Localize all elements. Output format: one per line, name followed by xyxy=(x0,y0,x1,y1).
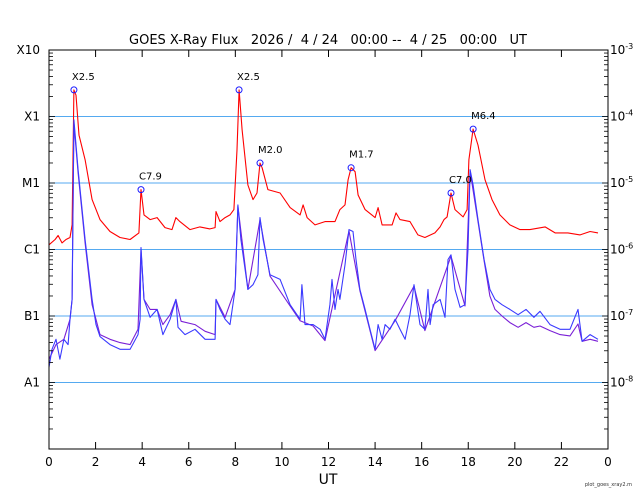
x-tick-label: 8 xyxy=(232,455,240,469)
series-line-xrs-short xyxy=(48,119,599,368)
y-tick-label-left: C1 xyxy=(24,243,40,257)
y-tick-label-right: 10-6 xyxy=(610,242,633,257)
series-line-xrs-short-secondary xyxy=(48,122,599,360)
flare-peak-marker xyxy=(469,125,477,133)
flare-peak-marker xyxy=(235,86,243,94)
x-axis-label: UT xyxy=(319,472,338,488)
y-tick-exponent: -8 xyxy=(625,375,633,384)
y-tick-exponent: -7 xyxy=(625,308,633,317)
y-tick-exponent: -6 xyxy=(625,242,633,251)
flare-peak-marker xyxy=(137,186,145,194)
x-tick-label: 14 xyxy=(367,455,382,469)
flare-class-label: M2.0 xyxy=(258,145,283,156)
y-tick-label-right: 10-4 xyxy=(610,109,633,124)
flare-annotations: X2.5 C7.9 X2.5 M2.0 M1.7 C7.0 M6.4 xyxy=(70,72,496,197)
x-tick-label: 0 xyxy=(604,455,612,469)
y-tick-exponent: -5 xyxy=(625,175,633,184)
chart-title: GOES X-Ray Flux 2026 / 4 / 24 00:00 -- 4… xyxy=(129,33,527,48)
flare-peak-marker xyxy=(256,159,264,167)
y-tick-label-left: B1 xyxy=(24,309,40,323)
x-tick-label: 6 xyxy=(185,455,193,469)
y-tick-exponent: -4 xyxy=(625,109,633,118)
x-tick-label: 0 xyxy=(45,455,53,469)
x-tick-label: 2 xyxy=(92,455,100,469)
gridlines xyxy=(49,116,608,383)
footer-filename: plot_goes_xray2.m xyxy=(585,482,632,488)
y-tick-label-left: M1 xyxy=(22,176,40,190)
flare-class-label: X2.5 xyxy=(237,72,260,83)
flare-class-label: X2.5 xyxy=(72,72,95,83)
x-tick-label: 4 xyxy=(138,455,146,469)
x-tick-label: 20 xyxy=(507,455,522,469)
x-tick-label: 22 xyxy=(554,455,569,469)
y-tick-label-right: 10-7 xyxy=(610,308,633,323)
x-tick-label: 10 xyxy=(274,455,289,469)
flare-class-label: C7.9 xyxy=(139,172,162,183)
y-tick-label-left: X1 xyxy=(24,110,40,124)
y-tick-label-right: 10-8 xyxy=(610,375,633,390)
y-tick-base: 10 xyxy=(610,309,625,323)
y-tick-base: 10 xyxy=(610,43,625,57)
y-tick-label-right: 10-5 xyxy=(610,175,633,190)
series-line-xrs-long xyxy=(48,89,599,246)
x-tick-label: 16 xyxy=(414,455,429,469)
y-tick-exponent: -3 xyxy=(625,42,633,51)
series-group xyxy=(48,89,599,368)
y-tick-label-left: X10 xyxy=(17,43,41,57)
flare-peak-marker xyxy=(70,86,78,94)
axes: 0 2 4 6 8 10 12 14 16 18 20 22 0X10X1M1C1B1A110-310-… xyxy=(17,42,634,469)
flare-class-label: C7.0 xyxy=(449,175,472,186)
flare-class-label: M6.4 xyxy=(471,111,496,122)
y-tick-base: 10 xyxy=(610,176,625,190)
y-tick-base: 10 xyxy=(610,110,625,124)
y-tick-base: 10 xyxy=(610,243,625,257)
flare-peak-marker xyxy=(447,189,455,197)
y-tick-label-left: A1 xyxy=(24,376,40,390)
x-tick-label: 18 xyxy=(461,455,476,469)
flare-peak-marker xyxy=(347,164,355,172)
flare-class-label: M1.7 xyxy=(349,150,374,161)
x-tick-label: 12 xyxy=(321,455,336,469)
y-tick-base: 10 xyxy=(610,376,625,390)
y-tick-label-right: 10-3 xyxy=(610,42,633,57)
